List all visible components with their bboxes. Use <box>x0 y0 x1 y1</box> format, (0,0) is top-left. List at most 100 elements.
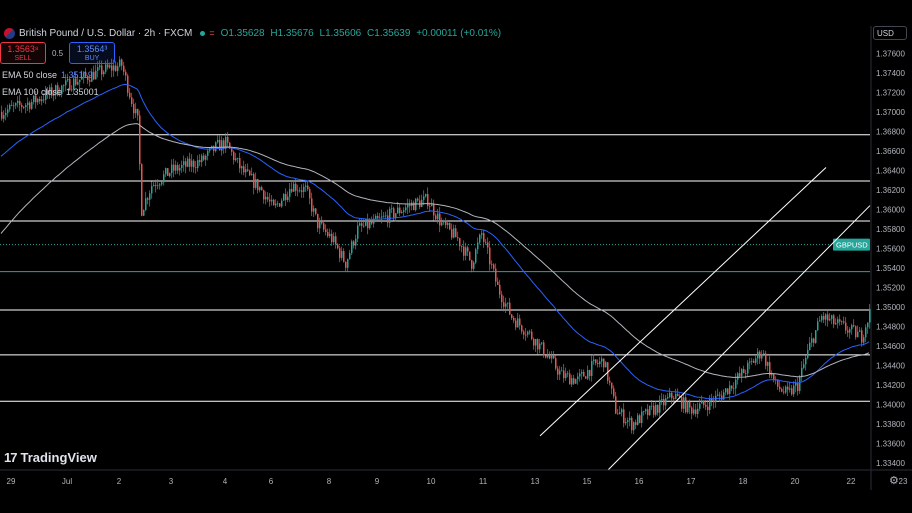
ema100-line <box>0 123 870 378</box>
candle-body <box>19 100 21 105</box>
candle-body <box>691 407 693 414</box>
candle-body <box>535 339 537 346</box>
candle-body <box>569 373 571 385</box>
candle-body <box>523 331 525 335</box>
candle-body <box>5 112 7 116</box>
candle-body <box>193 160 195 168</box>
y-tick-label: 1.34800 <box>876 323 905 332</box>
candle-body <box>69 78 71 91</box>
candle-body <box>367 219 369 229</box>
ema100-label: EMA 100 close <box>2 87 63 97</box>
sell-button[interactable]: 1.3563⁸ SELL <box>0 42 46 64</box>
candle-body <box>575 379 577 384</box>
candle-body <box>439 213 441 226</box>
candle-body <box>405 207 407 211</box>
ema50-legend[interactable]: EMA 50 close 1.35119 <box>2 70 93 80</box>
candle-body <box>427 194 429 206</box>
candle-body <box>331 233 333 243</box>
candle-body <box>755 358 757 363</box>
candle-body <box>125 71 127 76</box>
y-tick-label: 1.37400 <box>876 69 905 78</box>
candle-body <box>417 198 419 201</box>
candle-body <box>233 151 235 161</box>
trade-buttons: 1.3563⁸ SELL 0.5 1.3564³ BUY <box>0 42 116 64</box>
ohlc-readout: O1.35628 H1.35676 L1.35606 C1.35639 +0.0… <box>221 28 504 39</box>
candle-body <box>807 350 809 358</box>
candle-body <box>729 385 731 395</box>
candle-body <box>865 327 867 338</box>
candle-body <box>561 370 563 372</box>
candle-body <box>843 321 845 323</box>
candle-body <box>787 386 789 390</box>
candle-body <box>65 80 67 86</box>
candle-body <box>273 199 275 206</box>
candle-body <box>735 379 737 389</box>
candle-body <box>545 355 547 358</box>
candle-body <box>803 364 805 368</box>
candle-body <box>551 355 553 359</box>
x-tick-label: Jul <box>62 477 72 486</box>
candle-body <box>541 342 543 344</box>
currency-selector[interactable]: USD <box>873 26 907 40</box>
candle-body <box>853 325 855 327</box>
candle-body <box>27 102 29 106</box>
settings-gear-icon[interactable]: ⚙ <box>889 475 899 487</box>
candle-body <box>445 220 447 226</box>
tradingview-logo: 17 TradingView <box>4 450 97 465</box>
candle-body <box>245 169 247 173</box>
y-tick-label: 1.35600 <box>876 244 905 253</box>
candle-body <box>319 221 321 229</box>
candle-body <box>573 378 575 384</box>
candle-body <box>465 247 467 256</box>
y-tick-label: 1.34200 <box>876 381 905 390</box>
candle-body <box>565 373 567 379</box>
candle-body <box>431 203 433 207</box>
channel-lines <box>539 167 871 471</box>
candle-body <box>849 329 851 333</box>
candle-body <box>371 221 373 224</box>
ema100-legend[interactable]: EMA 100 close 1.35001 <box>2 87 99 97</box>
candle-body <box>767 362 769 366</box>
candle-body <box>651 405 653 407</box>
ohlc-open: O1.35628 <box>220 27 265 39</box>
candle-body <box>809 342 811 351</box>
candle-body <box>813 338 815 343</box>
candle-body <box>77 81 79 85</box>
market-open-icon <box>200 30 206 36</box>
price-axis-bg <box>871 0 912 513</box>
candle-body <box>369 221 371 229</box>
x-tick-label: 29 <box>7 477 16 486</box>
candle-body <box>473 262 475 269</box>
candle-body <box>195 167 197 169</box>
x-tick-label: 2 <box>117 477 122 486</box>
candle-body <box>283 193 285 201</box>
buy-button[interactable]: 1.3564³ BUY <box>69 42 116 64</box>
candle-body <box>449 222 451 230</box>
candle-body <box>857 331 859 338</box>
candle-body <box>657 404 659 413</box>
candle-body <box>533 338 535 346</box>
ohlc-low: L1.35606 <box>319 27 362 39</box>
candle-body <box>817 321 819 331</box>
symbol-info[interactable]: British Pound / U.S. Dollar · 2h · FXCM <box>4 27 192 39</box>
candle-body <box>841 321 843 323</box>
candle-body <box>739 373 741 376</box>
candle-body <box>317 213 319 229</box>
candle-body <box>203 155 205 160</box>
candle-body <box>757 351 759 359</box>
candle-body <box>663 398 665 406</box>
y-tick-label: 1.33400 <box>876 459 905 468</box>
candle-body <box>621 409 623 413</box>
candle-body <box>315 208 317 214</box>
candle-body <box>711 398 713 401</box>
candle-body <box>191 160 193 167</box>
candle-body <box>437 213 439 220</box>
candle-body <box>423 196 425 200</box>
candlesticks <box>1 56 871 435</box>
candle-body <box>153 185 155 187</box>
candle-body <box>109 65 111 68</box>
ema50-line <box>0 83 870 400</box>
candle-body <box>595 359 597 363</box>
candle-body <box>475 249 477 263</box>
